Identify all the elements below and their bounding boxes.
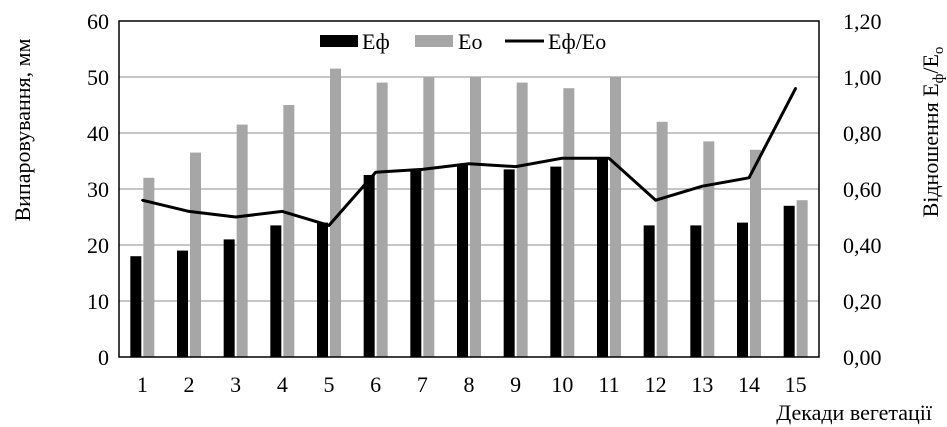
ratio-point (701, 185, 704, 188)
bar-ef (130, 256, 142, 357)
y-right-tick-label: 1,00 (843, 65, 882, 90)
x-tick-label: 1 (137, 372, 148, 397)
bar-ef (410, 169, 422, 357)
x-tick-label: 4 (277, 372, 288, 397)
bar-ef (783, 205, 795, 357)
x-tick-label: 15 (785, 372, 807, 397)
plot-area-frame (118, 20, 820, 358)
bar-eo (516, 82, 528, 357)
x-tick-label: 7 (417, 372, 428, 397)
x-tick-label: 2 (184, 372, 195, 397)
ratio-point (187, 210, 191, 213)
bar-eo (610, 77, 621, 357)
ratio-point (234, 215, 237, 219)
y-left-tick-label: 0 (98, 345, 109, 370)
bar-ef (363, 175, 375, 357)
bar-eo (750, 149, 761, 357)
ratio-point (607, 157, 611, 160)
bars (130, 68, 808, 357)
x-tick-label: 10 (551, 372, 573, 397)
y-right-tick-label: 0,20 (843, 289, 882, 314)
y-right-tick-label: 0,60 (843, 177, 882, 202)
bar-eo (283, 105, 295, 357)
ratio-point (327, 224, 331, 227)
bar-ef (597, 158, 608, 357)
bar-ef (457, 163, 468, 357)
ratio-point (141, 199, 144, 202)
ratio-point (654, 199, 657, 202)
bar-ef (643, 225, 655, 357)
ratio-point (794, 87, 797, 90)
bar-eo (703, 141, 715, 357)
y-left-tick-label: 10 (87, 289, 109, 314)
x-axis-label: Декади вегетації (776, 400, 933, 425)
y-right-tick-label: 0,80 (843, 121, 882, 146)
x-tick-label: 8 (464, 372, 475, 397)
y-left-tick-label: 60 (87, 9, 109, 34)
bar-eo (376, 82, 388, 357)
bar-eo (563, 88, 575, 357)
legend-swatch-eo (415, 35, 453, 47)
ratio-point (747, 176, 751, 179)
bar-eo (796, 200, 808, 357)
y-right-tick-label: 1,20 (843, 9, 882, 34)
x-tick-label: 5 (324, 372, 335, 397)
x-ticks: 1 2 3 4 5 6 7 8 9 10 11 12 13 14 15 (137, 372, 807, 397)
y-left-ticks: 0 10 20 30 40 50 60 (87, 9, 109, 370)
y-left-tick-label: 40 (87, 121, 109, 146)
bar-ef (177, 250, 188, 357)
ratio-point (561, 157, 564, 160)
y-right-tick-label: 0,00 (843, 345, 882, 370)
bar-eo (330, 68, 341, 357)
ratio-point (281, 210, 284, 213)
bar-ef (737, 222, 748, 357)
legend-swatch-ef (320, 35, 358, 47)
ratio-line-group (141, 87, 798, 227)
bar-ef (503, 169, 515, 357)
x-tick-label: 12 (645, 372, 667, 397)
y-axis-left-label: Випаровування, мм (10, 38, 35, 221)
ratio-point (467, 162, 471, 165)
x-tick-label: 3 (230, 372, 241, 397)
legend-label-eo: Ео (458, 29, 482, 54)
bar-eo (423, 77, 435, 357)
bar-eo (190, 152, 201, 357)
y-right-ticks: 0,00 0,20 0,40 0,60 0,80 1,00 1,20 (843, 9, 882, 370)
legend-label-ratio: Еф/Ео (548, 29, 606, 54)
bar-eo (656, 121, 668, 357)
y-right-tick-label: 0,40 (843, 233, 882, 258)
x-tick-label: 13 (691, 372, 713, 397)
ratio-point (514, 165, 517, 168)
bar-ef (550, 166, 562, 357)
ratio-point (421, 168, 424, 171)
bar-ef (317, 222, 328, 357)
x-tick-label: 14 (738, 372, 760, 397)
bar-eo (143, 177, 155, 357)
y-left-tick-label: 50 (87, 65, 109, 90)
x-tick-label: 9 (510, 372, 521, 397)
legend-label-ef: Еф (362, 29, 390, 54)
bar-ef (690, 225, 702, 357)
bar-eo (236, 124, 248, 357)
y-axis-right-label: Відношення Eф/Eo (918, 47, 947, 218)
ratio-point (374, 171, 377, 174)
bar-eo (470, 77, 481, 357)
legend: Еф Ео Еф/Ео (320, 29, 606, 54)
bar-ef (270, 225, 282, 357)
y-left-tick-label: 20 (87, 233, 109, 258)
y-left-tick-label: 30 (87, 177, 109, 202)
x-tick-label: 11 (598, 372, 619, 397)
bar-ef (223, 239, 235, 357)
gridlines (119, 76, 819, 302)
x-tick-label: 6 (370, 372, 381, 397)
